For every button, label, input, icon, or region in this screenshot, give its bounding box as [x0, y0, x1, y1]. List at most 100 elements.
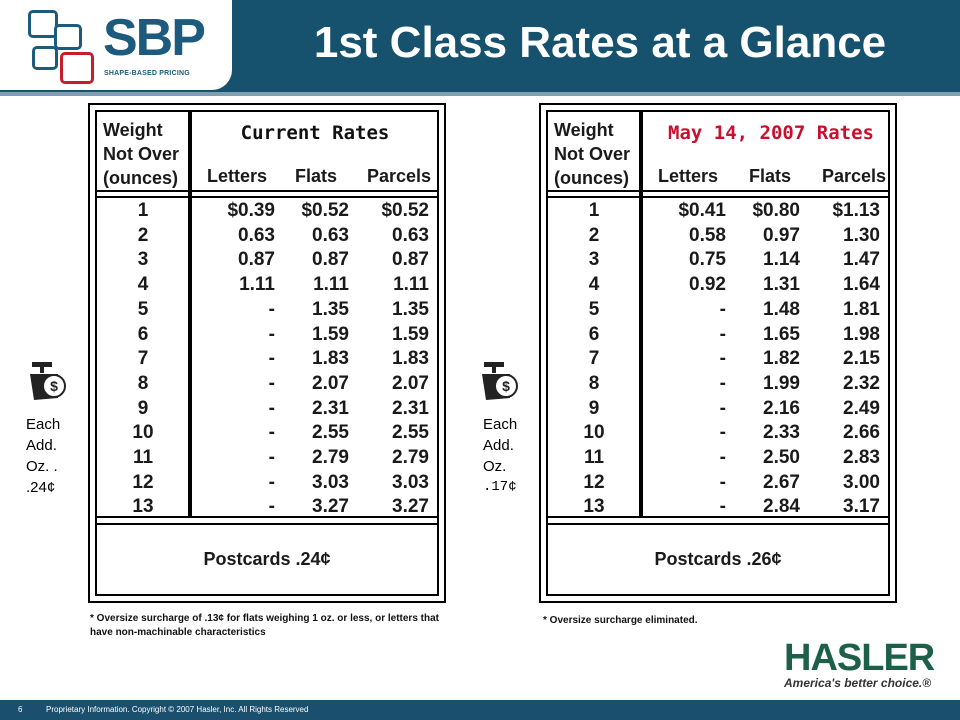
weight-cell: 10 [583, 422, 605, 444]
letters-cell: 0.63 [238, 224, 275, 246]
table-row: 7 - 1.82 2.15 [548, 348, 888, 373]
letters-cell: 1.11 [239, 274, 275, 296]
flats-cell: 1.83 [312, 348, 349, 370]
letters-cell: 0.75 [689, 249, 726, 271]
table-row: 8 - 1.99 2.32 [548, 373, 888, 398]
svg-text:$: $ [50, 378, 58, 394]
svg-text:$: $ [502, 378, 510, 394]
parcels-cell: 1.47 [843, 249, 880, 271]
parcels-cell: 0.63 [392, 224, 429, 246]
weight-cell: 11 [583, 447, 605, 468]
column-header-parcels: Parcels [822, 166, 887, 186]
weight-cell: 12 [583, 471, 605, 493]
parcels-cell: 1.59 [392, 323, 429, 345]
parcels-cell: 2.49 [843, 397, 880, 419]
flats-cell: 1.65 [763, 323, 800, 345]
column-header-flats: Flats [295, 166, 338, 186]
weight-cell: 3 [137, 249, 149, 271]
flats-cell: 3.27 [312, 496, 349, 518]
table-row: 5 - 1.35 1.35 [97, 299, 437, 324]
weight-cell: 13 [583, 496, 605, 518]
parcels-cell: $0.52 [381, 200, 429, 221]
flats-cell: 2.31 [312, 397, 349, 419]
weight-cell: 10 [132, 422, 154, 444]
oversize-note-new: * Oversize surcharge eliminated. [543, 615, 698, 626]
current-rates-table: Weight Not Over (ounces) Current Rates L… [88, 103, 446, 603]
letters-cell: - [268, 372, 275, 394]
flats-cell: 0.87 [312, 249, 349, 271]
footer-bar: 6 Proprietary Information. Copyright © 2… [0, 700, 960, 720]
weight-cell: 13 [132, 496, 154, 518]
flats-cell: 1.31 [763, 274, 800, 296]
table-title: Current Rates [240, 122, 390, 144]
flats-cell: 1.59 [312, 323, 349, 345]
flats-cell: 2.55 [312, 422, 349, 444]
letters-cell: - [719, 471, 726, 493]
flats-cell: 2.84 [763, 496, 800, 518]
letters-cell: - [719, 397, 726, 419]
flats-cell: 1.82 [763, 348, 800, 370]
parcels-cell: 1.98 [843, 323, 880, 345]
weight-cell: 6 [588, 323, 600, 345]
letters-cell: - [268, 397, 275, 419]
weight-cell: 1 [137, 200, 149, 221]
column-header-parcels: Parcels [367, 166, 432, 186]
weight-cell: 5 [588, 298, 600, 320]
parcels-cell: 2.31 [392, 397, 429, 419]
letters-cell: - [719, 323, 726, 345]
parcels-cell: 0.87 [392, 249, 429, 271]
letters-cell: - [719, 298, 726, 320]
flats-cell: 2.16 [763, 397, 800, 419]
letters-cell: - [719, 372, 726, 394]
flats-cell: 1.99 [763, 372, 800, 394]
table-row: 12 - 3.03 3.03 [97, 472, 437, 497]
weight-cell: 7 [137, 348, 149, 370]
table-row: 3 0.75 1.14 1.47 [548, 249, 888, 274]
letters-cell: - [268, 298, 275, 320]
letters-cell: $0.39 [227, 200, 275, 221]
weight-cell: 5 [137, 298, 149, 320]
parcels-cell: 1.11 [393, 274, 429, 296]
postcards-rate: Postcards .24¢ [203, 549, 331, 569]
table-row: 6 - 1.59 1.59 [97, 324, 437, 349]
table-row: 4 1.11 1.11 1.11 [97, 274, 437, 299]
letters-cell: - [268, 422, 275, 444]
flats-cell: 1.14 [763, 249, 800, 271]
parcels-cell: 1.64 [843, 274, 880, 296]
parcels-cell: 2.07 [392, 372, 429, 394]
table-row: 5 - 1.48 1.81 [548, 299, 888, 324]
weight-cell: 4 [588, 274, 600, 296]
weight-cell: 1 [588, 200, 600, 221]
table-row: 2 0.63 0.63 0.63 [97, 225, 437, 250]
table-row: 1 $0.39 $0.52 $0.52 [97, 200, 437, 225]
table-row: 7 - 1.83 1.83 [97, 348, 437, 373]
table-row: 13 - 2.84 3.17 [548, 496, 888, 521]
flats-cell: 0.97 [763, 224, 800, 246]
letters-cell: - [719, 447, 726, 468]
postcards-rate: Postcards .26¢ [654, 549, 782, 569]
weight-header: Weight Not Over (ounces) [103, 120, 180, 188]
flats-cell: 2.50 [763, 447, 800, 468]
weight-cell: 8 [588, 372, 600, 394]
weight-cell: 2 [588, 224, 600, 246]
flats-cell: $0.80 [752, 200, 800, 221]
weight-cell: 3 [588, 249, 600, 271]
letters-cell: - [268, 323, 275, 345]
weight-cell: 9 [137, 397, 149, 419]
parcels-cell: 2.32 [843, 372, 880, 394]
parcels-cell: 2.83 [843, 447, 880, 468]
table-row: 12 - 2.67 3.00 [548, 472, 888, 497]
table-row: 10 - 2.33 2.66 [548, 422, 888, 447]
table-row: 11 - 2.50 2.83 [548, 447, 888, 472]
flats-cell: 2.67 [763, 471, 800, 493]
parcels-cell: 3.27 [392, 496, 429, 518]
logo-subtitle: SHAPE-BASED PRICING [104, 70, 190, 77]
flats-cell: 1.48 [763, 298, 800, 320]
parcels-cell: $1.13 [832, 200, 880, 221]
postal-scale-icon: $ [482, 362, 518, 400]
weight-cell: 12 [132, 471, 154, 493]
table-row: 9 - 2.16 2.49 [548, 398, 888, 423]
table-row: 9 - 2.31 2.31 [97, 398, 437, 423]
parcels-cell: 3.17 [843, 496, 880, 518]
weight-cell: 11 [132, 447, 154, 468]
